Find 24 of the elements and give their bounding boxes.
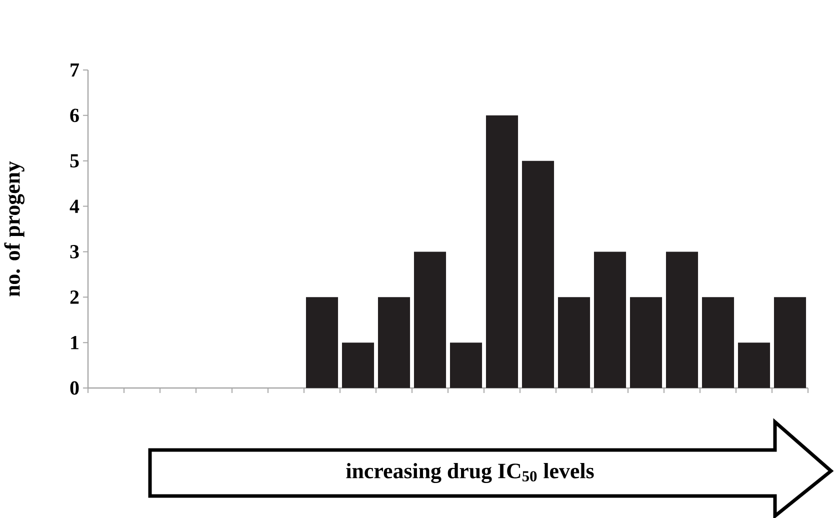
- x-axis-title: increasing drug IC$_{50}$ levels: [346, 462, 594, 484]
- bar: [666, 252, 698, 388]
- bar: [306, 297, 338, 388]
- y-tick-label: 3: [70, 245, 79, 258]
- bar: [378, 297, 410, 388]
- y-tick-label: 6: [70, 108, 79, 122]
- y-tick-label: 2: [70, 290, 79, 304]
- bar: [738, 342, 770, 388]
- bar: [450, 342, 482, 388]
- bar: [522, 160, 554, 388]
- bar: [630, 297, 662, 388]
- y-tick-label: 0: [70, 381, 79, 395]
- y-tick-label: 5: [70, 154, 79, 168]
- y-axis-title: no. of progeny: [4, 161, 24, 296]
- bar: [702, 297, 734, 388]
- bar: [486, 115, 518, 388]
- bar: [594, 252, 626, 388]
- bar: [774, 297, 806, 388]
- y-tick-label: 1: [71, 336, 78, 350]
- bar: [414, 252, 446, 388]
- bar: [342, 342, 374, 388]
- bar: [558, 297, 590, 388]
- y-tick-label: 7: [70, 63, 79, 77]
- y-tick-label: 4: [70, 200, 80, 213]
